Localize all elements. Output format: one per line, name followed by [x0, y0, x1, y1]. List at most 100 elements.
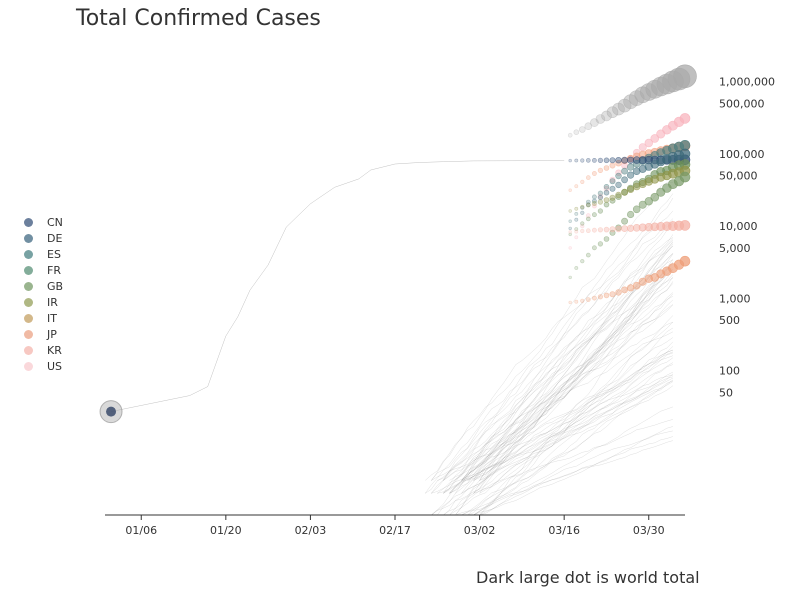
country-trajectory-line — [443, 238, 673, 494]
country-trajectory-line — [425, 223, 673, 494]
country-trajectory-line — [479, 349, 673, 481]
chart-title: Total Confirmed Cases — [76, 6, 321, 31]
country-trajectory-line — [443, 381, 673, 494]
country-trajectory-line — [431, 218, 673, 494]
data-point-jp — [603, 292, 610, 299]
legend-swatch — [24, 345, 33, 355]
country-trajectory-line — [431, 378, 673, 494]
data-point-it — [597, 167, 604, 173]
data-point-de — [679, 148, 691, 160]
data-point-es — [585, 199, 591, 205]
data-point-ir — [609, 194, 616, 201]
country-trajectory-line — [437, 296, 673, 481]
data-point-de — [574, 217, 579, 222]
data-point-jp — [574, 299, 579, 304]
country-trajectory-line — [479, 242, 673, 481]
legend-item-fr: FR — [24, 262, 63, 278]
data-point-kr — [609, 226, 616, 233]
country-trajectory-line — [425, 210, 673, 481]
country-trajectory-line — [443, 372, 673, 516]
legend-item-it: IT — [24, 310, 63, 326]
data-point-es — [574, 211, 579, 216]
data-point-kr — [568, 230, 572, 234]
country-trajectory-line — [473, 426, 673, 516]
data-point-cn — [603, 157, 610, 164]
world-early-trajectory-line — [110, 160, 565, 412]
country-trajectory-line — [425, 245, 673, 494]
y-tick-label: 10,000 — [719, 220, 758, 233]
data-point-kr — [679, 220, 691, 231]
data-point-de — [626, 171, 635, 179]
data-point-us — [574, 235, 579, 240]
country-trajectory-line — [479, 406, 673, 516]
data-point-ir — [597, 199, 604, 205]
country-trajectory-line — [431, 259, 673, 481]
series-markers — [99, 64, 697, 424]
data-point-cn — [621, 156, 628, 164]
data-point-gb — [644, 197, 653, 206]
country-trajectory-line — [473, 268, 673, 494]
data-point-kr — [603, 226, 610, 233]
x-tick-label: 03/02 — [464, 524, 496, 537]
x-tick-label: 03/30 — [633, 524, 665, 537]
data-point-world — [567, 132, 573, 138]
country-trajectory-line — [455, 262, 673, 481]
legend-swatch — [24, 329, 33, 339]
country-trajectory-line — [443, 299, 673, 494]
data-point-kr — [597, 227, 604, 233]
y-tick-label: 5,000 — [719, 242, 751, 255]
country-trajectory-line — [461, 304, 673, 481]
data-point-de — [580, 210, 585, 215]
data-point-es — [597, 190, 604, 196]
data-point-es — [568, 219, 572, 223]
country-trajectory-line — [461, 440, 673, 516]
data-point-it — [609, 162, 616, 169]
legend-label: JP — [47, 327, 57, 341]
data-point-jp — [580, 298, 585, 303]
data-point-fr — [585, 216, 591, 222]
country-trajectory-line — [449, 283, 673, 494]
data-point-cn — [574, 158, 579, 163]
country-trajectory-line — [461, 373, 673, 516]
country-trajectory-line — [431, 322, 673, 481]
data-point-de — [597, 194, 604, 201]
data-point-cn — [615, 157, 622, 164]
data-point-ir — [603, 197, 610, 203]
data-point-kr — [592, 227, 597, 233]
data-point-ir — [574, 206, 579, 211]
country-trajectory-line — [461, 304, 673, 481]
legend-item-gb: GB — [24, 278, 63, 294]
data-point-de — [615, 181, 622, 189]
legend-swatch — [24, 233, 33, 243]
data-point-jp — [568, 300, 572, 305]
data-point-es — [609, 178, 616, 185]
data-point-ir — [626, 185, 635, 193]
legend-item-us: US — [24, 358, 63, 374]
data-point-es — [621, 167, 628, 175]
country-trajectory-line — [467, 380, 673, 516]
data-point-de — [609, 185, 616, 192]
country-trajectory-line — [437, 376, 673, 494]
data-point-world — [606, 106, 619, 118]
country-trajectory-line — [455, 240, 673, 494]
data-point-gb — [580, 259, 585, 264]
country-trajectory-line — [455, 253, 673, 516]
country-trajectory-line — [461, 264, 673, 494]
legend-swatch — [24, 265, 33, 275]
country-trajectory-line — [449, 346, 673, 494]
data-point-it — [585, 175, 591, 180]
data-point-us — [679, 113, 691, 124]
data-point-jp — [615, 289, 622, 296]
legend-label: GB — [47, 279, 64, 293]
data-point-de — [603, 189, 610, 196]
data-point-world — [584, 122, 593, 130]
data-point-ir — [621, 188, 628, 196]
x-tick-label: 02/17 — [379, 524, 411, 537]
country-trajectory-line — [473, 321, 673, 481]
data-point-us — [568, 246, 572, 250]
country-trajectory-line — [443, 262, 673, 516]
country-trajectory-line — [461, 385, 673, 494]
data-point-world — [590, 118, 599, 127]
data-point-ir — [592, 201, 597, 206]
